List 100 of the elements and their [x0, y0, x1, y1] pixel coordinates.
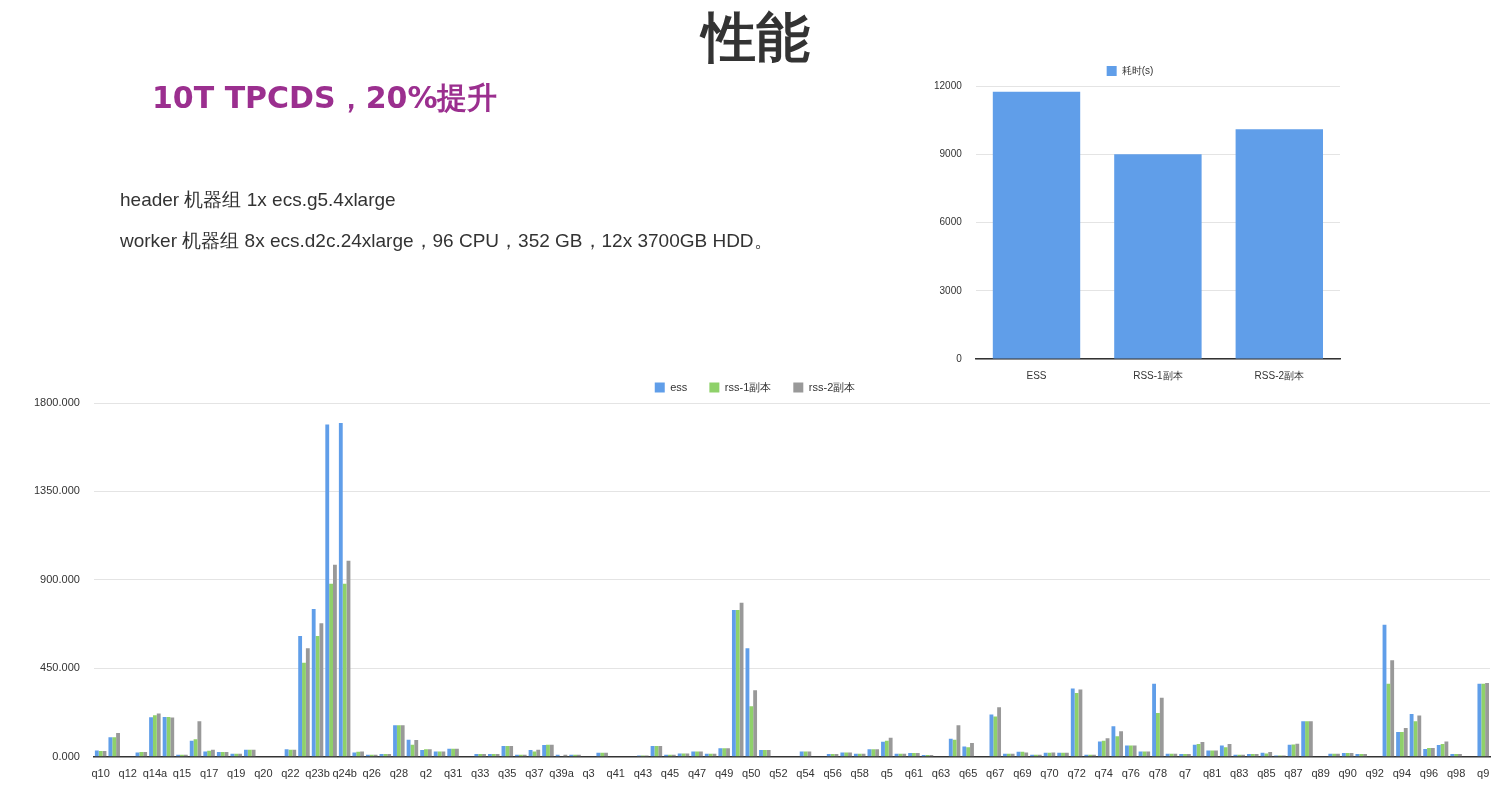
bar [807, 751, 812, 757]
x-tick-label: q72 [1067, 767, 1086, 780]
x-tick-label: q12 [118, 767, 137, 780]
bar [1341, 753, 1346, 757]
bar [840, 752, 845, 757]
bar [244, 749, 248, 757]
bar [152, 715, 157, 757]
text: 10T TPCDS，20%提升 [152, 79, 498, 117]
bar [658, 745, 663, 757]
bar [329, 583, 334, 757]
bar [726, 748, 730, 757]
bar [993, 716, 998, 757]
bar [170, 717, 175, 757]
x-tick-label: q45 [660, 767, 680, 780]
bar [698, 751, 703, 757]
bar [197, 721, 202, 757]
x-tick-label: q94 [1392, 767, 1412, 780]
x-tick-label: ESS [1026, 369, 1047, 381]
bar [966, 747, 971, 757]
y-tick-label: 3000 [939, 284, 963, 296]
bar [1125, 745, 1129, 757]
bar [1128, 745, 1133, 757]
bar [1043, 752, 1048, 757]
bar [962, 746, 967, 757]
bar [1214, 750, 1218, 757]
bar [722, 748, 727, 757]
bar [1119, 731, 1124, 757]
bar [451, 748, 455, 757]
bar [1423, 748, 1428, 757]
legend-label: ess [670, 380, 688, 393]
x-tick-label: q47 [687, 767, 707, 780]
bar [948, 738, 953, 757]
bar [1390, 660, 1395, 757]
bar [1268, 752, 1273, 757]
bar [1485, 683, 1489, 757]
bar [1399, 732, 1404, 757]
bar [1074, 693, 1079, 757]
bar [766, 750, 771, 757]
bar [718, 748, 723, 757]
x-tick-label: q9 [1477, 767, 1490, 780]
bar [1024, 752, 1029, 757]
text: header 机器组 1x ecs.g5.4xlarge [120, 188, 396, 212]
bar [1403, 727, 1408, 757]
bar [400, 725, 405, 757]
x-tick-label: q28 [389, 767, 409, 780]
bar [1142, 751, 1147, 757]
bar [1219, 745, 1224, 757]
bar [112, 737, 117, 757]
bar [799, 751, 804, 757]
bar [1301, 721, 1306, 757]
bar [149, 717, 153, 757]
bar [447, 748, 452, 757]
bar [311, 608, 316, 757]
bar [685, 753, 690, 757]
bar [1409, 713, 1414, 757]
bar [1308, 721, 1313, 757]
x-tick-label: q17 [199, 767, 219, 780]
bar [1206, 750, 1211, 757]
bar [1430, 747, 1435, 757]
bar [1287, 744, 1292, 757]
bar [1210, 750, 1215, 757]
bar [1064, 752, 1069, 757]
bar [1051, 752, 1056, 757]
bar [333, 564, 337, 757]
x-tick-label: q52 [769, 767, 788, 780]
bar [325, 424, 330, 757]
bar [1061, 752, 1065, 757]
bar [731, 609, 736, 757]
bar [1417, 715, 1422, 757]
bar [203, 751, 208, 757]
bar [691, 751, 696, 757]
bar [915, 753, 920, 757]
x-tick-label: q70 [1040, 767, 1059, 780]
bar [1444, 741, 1449, 757]
bar [292, 749, 297, 757]
bar [424, 749, 428, 757]
x-tick-label: q83 [1230, 767, 1249, 780]
bar [1295, 743, 1300, 757]
bar [207, 750, 212, 757]
x-tick-label: q76 [1121, 767, 1140, 780]
bar [139, 752, 144, 757]
bar [427, 749, 432, 757]
x-tick-label: q81 [1202, 767, 1222, 780]
bar [1155, 712, 1160, 757]
x-tick-label: q63 [931, 767, 951, 780]
bar [211, 749, 215, 757]
x-tick-label: q69 [1013, 767, 1032, 780]
x-tick-label: q74 [1094, 767, 1113, 780]
x-tick-label: q87 [1284, 767, 1303, 780]
x-tick-label: q19 [227, 767, 246, 780]
bar [1396, 732, 1400, 757]
y-tick-label: 900.000 [40, 572, 80, 585]
x-tick-label: q22 [281, 767, 300, 780]
bar [1264, 753, 1269, 757]
x-tick-label: q50 [742, 767, 761, 780]
bar [352, 752, 357, 757]
x-tick-label: q31 [443, 767, 463, 780]
bar [1115, 736, 1120, 757]
x-tick-label: q39a [549, 767, 575, 780]
x-tick-label: q20 [254, 767, 273, 780]
